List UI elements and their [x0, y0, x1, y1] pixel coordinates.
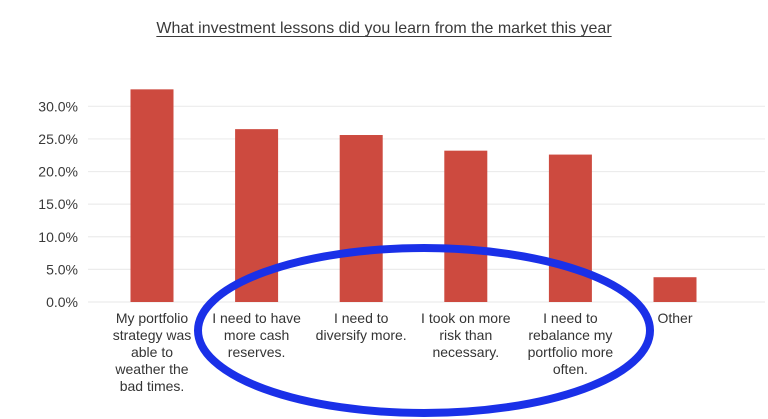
bar-0: [130, 89, 174, 303]
category-label-3: I took on more risk than necessary.: [421, 310, 511, 360]
category-label-2: I need to diversify more.: [315, 310, 407, 343]
bar-3: [444, 150, 488, 302]
highlight-ellipse-annotation: [194, 244, 654, 417]
y-tick-label: 5.0%: [46, 261, 78, 277]
y-tick-label: 25.0%: [38, 131, 78, 147]
y-tick-label: 30.0%: [38, 98, 78, 114]
bar-4: [548, 154, 592, 302]
chart-title-text: What investment lessons did you learn fr…: [156, 20, 612, 37]
y-tick-label: 0.0%: [46, 294, 78, 310]
category-label-4: I need to rebalance my portfolio more of…: [527, 310, 614, 377]
category-label-5: Other: [657, 310, 693, 326]
bar-5: [653, 277, 697, 302]
chart-title: What investment lessons did you learn fr…: [0, 20, 768, 38]
y-tick-label: 10.0%: [38, 229, 78, 245]
bar-2: [339, 135, 383, 302]
category-label-1: I need to have more cash reserves.: [212, 310, 301, 360]
category-label-0: My portfolio strategy was able to weathe…: [112, 310, 192, 394]
y-tick-label: 20.0%: [38, 164, 78, 180]
y-tick-label: 15.0%: [38, 196, 78, 212]
